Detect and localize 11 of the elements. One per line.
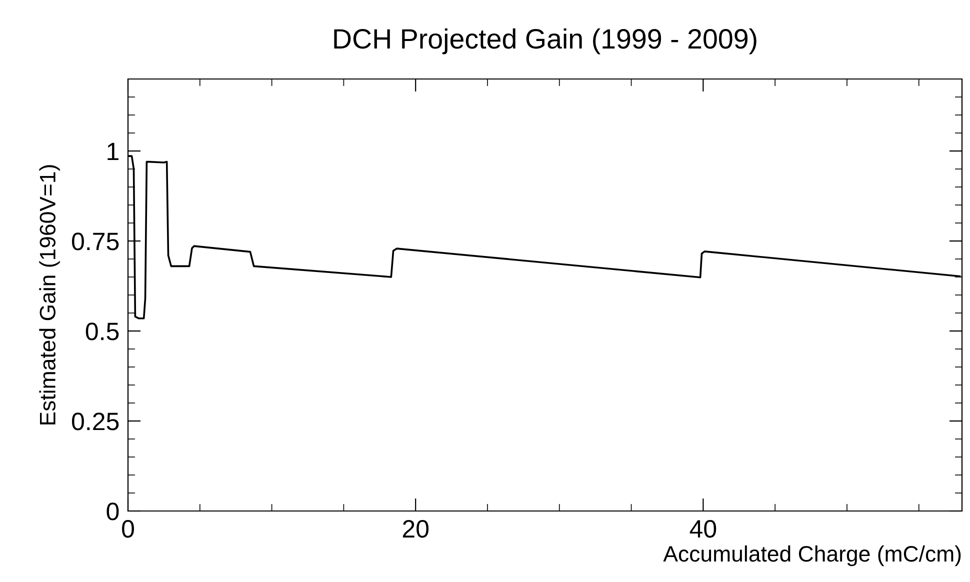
y-tick-label: 0.75 xyxy=(72,232,119,250)
y-axis-title: Estimated Gain (1960V=1) xyxy=(39,165,60,424)
x-tick-label: 40 xyxy=(690,520,716,538)
x-tick-label: 0 xyxy=(122,520,134,538)
y-tick-label: 1 xyxy=(108,142,118,160)
x-tick-label: 20 xyxy=(402,520,429,538)
y-tick-label: 0 xyxy=(106,502,119,520)
x-axis-title: Accumulated Charge (mC/cm) xyxy=(663,545,961,566)
y-tick-label: 0.25 xyxy=(72,412,119,430)
y-tick-label: 0.5 xyxy=(86,322,119,340)
chart-title: DCH Projected Gain (1999 - 2009) xyxy=(334,28,756,54)
